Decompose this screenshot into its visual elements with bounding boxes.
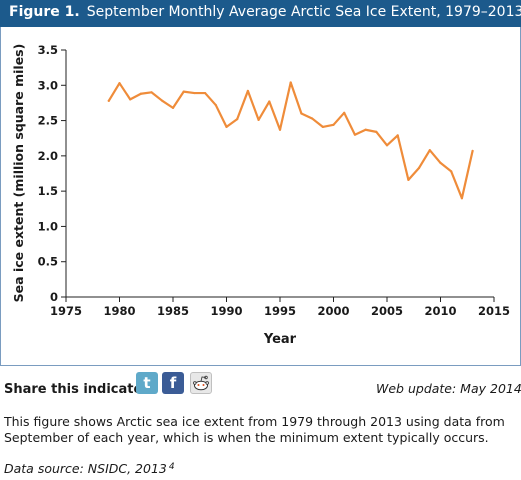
y-tick-label: 1.5 xyxy=(38,184,58,198)
data-point xyxy=(118,82,121,85)
x-axis-label: Year xyxy=(263,332,297,347)
x-tick-label: 2005 xyxy=(371,304,403,318)
data-point xyxy=(353,133,356,136)
data-point xyxy=(193,91,196,95)
data-point xyxy=(129,98,132,101)
data-point xyxy=(171,106,175,109)
x-tick-label: 2000 xyxy=(317,304,349,318)
data-point xyxy=(225,125,228,129)
data-point xyxy=(257,118,260,121)
x-tick-label: 1980 xyxy=(103,304,135,318)
y-tick-label: 1.0 xyxy=(38,219,58,233)
data-point xyxy=(332,123,335,126)
data-point xyxy=(471,149,474,153)
figure-description: This figure shows Arctic sea ice extent … xyxy=(4,414,505,445)
reddit-alien-glyph xyxy=(193,375,209,391)
data-point xyxy=(107,99,110,102)
data-source-note: Data source: NSIDC, 2013 4 xyxy=(4,461,175,476)
y-tick-label: 0 xyxy=(50,290,58,304)
data-point xyxy=(246,89,249,93)
data-point xyxy=(236,118,239,121)
data-point xyxy=(289,81,292,84)
figure-label: Figure 1. xyxy=(9,4,80,20)
data-source-footnote[interactable]: 4 xyxy=(168,462,175,472)
data-point xyxy=(396,134,399,137)
data-point xyxy=(375,130,378,133)
y-tick-label: 2.5 xyxy=(38,114,58,128)
y-tick-label: 2.0 xyxy=(38,149,58,163)
data-point xyxy=(182,90,185,93)
x-tick-label: 1985 xyxy=(157,304,189,318)
data-point xyxy=(150,91,153,94)
data-point xyxy=(364,128,367,131)
y-axis-label: Sea ice extent (million square miles) xyxy=(11,44,26,303)
figure-title-bar: Figure 1. September Monthly Average Arcti… xyxy=(0,0,521,27)
data-point xyxy=(311,117,314,120)
data-point xyxy=(268,100,271,103)
data-point xyxy=(439,161,442,165)
data-point xyxy=(450,170,453,173)
facebook-icon[interactable]: f xyxy=(162,372,184,394)
data-point xyxy=(460,197,463,200)
y-tick-label: 0.5 xyxy=(38,255,58,269)
data-source-text: Data source: NSIDC, 2013 xyxy=(4,461,167,476)
data-point xyxy=(321,125,324,129)
twitter-icon[interactable]: t xyxy=(136,372,158,394)
y-tick-label: 3.0 xyxy=(38,78,58,92)
figure-title: September Monthly Average Arctic Sea Ice… xyxy=(86,4,521,20)
data-point xyxy=(385,144,389,147)
chart-container: 0 0.5 1.0 1.5 2.0 2.5 3.0 3.5 1975 1980 1985 1990 19… xyxy=(0,27,521,366)
data-point xyxy=(428,149,431,152)
series-line-sea-ice-extent xyxy=(107,81,474,200)
data-point xyxy=(139,92,142,95)
x-tick-label: 2010 xyxy=(424,304,456,318)
data-point xyxy=(407,178,410,181)
x-tick-label: 1975 xyxy=(50,304,82,318)
data-point xyxy=(214,103,217,107)
y-tick-label: 3.5 xyxy=(38,43,58,57)
data-point xyxy=(278,128,282,131)
web-update-note: Web update: May 2014 xyxy=(376,381,521,396)
x-tick-label: 1990 xyxy=(210,304,242,318)
data-point xyxy=(300,112,303,115)
data-point xyxy=(204,91,207,95)
share-label: Share this indicator: xyxy=(4,382,155,397)
sea-ice-line-chart: 0 0.5 1.0 1.5 2.0 2.5 3.0 3.5 1975 1980 1985 1990 19… xyxy=(11,43,510,347)
data-point xyxy=(418,166,421,169)
data-point xyxy=(161,99,164,102)
x-tick-label: 2015 xyxy=(478,304,510,318)
reddit-icon[interactable] xyxy=(190,372,212,394)
data-point xyxy=(343,111,346,114)
x-tick-label: 1995 xyxy=(264,304,296,318)
